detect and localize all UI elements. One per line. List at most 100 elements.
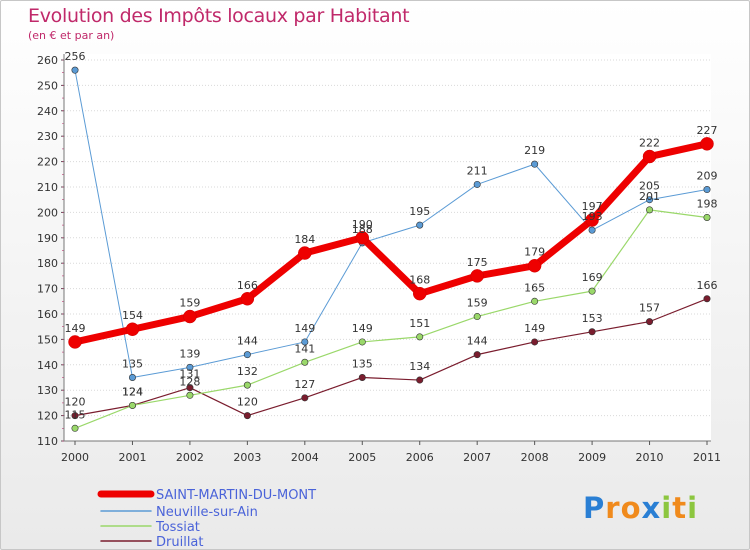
data-point — [240, 292, 255, 306]
chart-title: Evolution des Impôts locaux par Habitant — [28, 5, 410, 27]
data-point — [128, 373, 136, 381]
data-label: 179 — [524, 246, 545, 259]
data-label: 144 — [467, 335, 488, 348]
data-label: 149 — [524, 322, 545, 335]
data-label: 168 — [409, 274, 430, 287]
y-tick-label: 110 — [37, 435, 58, 448]
data-point — [473, 351, 481, 359]
data-label: 151 — [409, 317, 430, 330]
data-point — [186, 384, 194, 392]
data-label: 166 — [697, 279, 718, 292]
data-point — [125, 322, 140, 336]
data-label: 132 — [237, 365, 258, 378]
data-label: 188 — [352, 223, 373, 236]
data-point — [243, 351, 251, 359]
logo-letter: P — [583, 491, 606, 525]
x-tick-label: 2004 — [291, 451, 319, 464]
data-label: 131 — [179, 368, 200, 381]
data-point — [703, 295, 711, 303]
data-label: 128 — [179, 375, 200, 388]
data-point — [588, 287, 596, 295]
data-point — [358, 373, 366, 381]
y-tick-label: 120 — [37, 410, 58, 423]
data-label: 184 — [294, 233, 315, 246]
data-label: 227 — [697, 124, 718, 137]
data-point — [71, 412, 79, 420]
y-tick-label: 210 — [37, 181, 58, 194]
data-label: 120 — [237, 396, 258, 409]
data-point — [301, 358, 309, 366]
y-tick-label: 130 — [37, 384, 58, 397]
data-point — [358, 338, 366, 346]
data-point — [646, 206, 654, 214]
x-tick-label: 2000 — [61, 451, 89, 464]
data-label: 127 — [294, 378, 315, 391]
data-point — [412, 286, 427, 301]
logo-letter: i — [687, 491, 699, 525]
data-label: 135 — [352, 358, 373, 371]
x-tick-label: 2007 — [463, 451, 491, 464]
data-point — [416, 333, 424, 341]
data-point — [71, 424, 79, 432]
data-label: 197 — [582, 200, 603, 213]
data-label: 149 — [65, 322, 86, 335]
x-tick-label: 2001 — [118, 451, 146, 464]
logo-letter: o — [620, 491, 642, 525]
data-label: 115 — [65, 408, 86, 421]
data-point — [531, 160, 539, 168]
x-tick-label: 2010 — [636, 451, 664, 464]
x-tick-label: 2008 — [521, 451, 549, 464]
data-label: 209 — [697, 170, 718, 183]
y-tick-label: 190 — [37, 232, 58, 245]
data-point — [703, 186, 711, 194]
data-point — [243, 412, 251, 420]
chart-subtitle: (en € et par an) — [28, 29, 115, 42]
data-point — [71, 66, 79, 74]
data-point — [531, 297, 539, 305]
data-label: 201 — [639, 190, 660, 203]
data-point — [68, 335, 82, 349]
logo-letter: t — [672, 491, 688, 525]
data-label: 144 — [237, 335, 258, 348]
data-label: 166 — [237, 279, 258, 292]
series-line — [74, 209, 708, 429]
data-point — [416, 376, 424, 384]
data-label: 154 — [122, 309, 143, 322]
data-label: 120 — [65, 396, 86, 409]
data-point — [700, 137, 714, 151]
series-line — [74, 70, 708, 378]
y-tick-label: 250 — [37, 79, 58, 92]
x-tick-label: 2005 — [348, 451, 376, 464]
data-point — [646, 196, 654, 204]
data-point — [355, 231, 370, 245]
data-point — [585, 213, 599, 227]
data-label: 195 — [409, 205, 430, 218]
legend-label: SAINT-MARTIN-DU-MONT — [156, 488, 316, 503]
series-line — [74, 298, 708, 417]
data-label: 149 — [294, 322, 315, 335]
y-tick-label: 230 — [37, 130, 58, 143]
data-label: 211 — [467, 164, 488, 177]
plot-area — [64, 54, 711, 441]
y-tick-label: 160 — [37, 308, 58, 321]
y-tick-label: 180 — [37, 257, 58, 270]
data-point — [703, 213, 711, 221]
data-label: 169 — [582, 271, 603, 284]
data-label: 141 — [294, 342, 315, 355]
x-tick-label: 2009 — [578, 451, 606, 464]
y-tick-label: 170 — [37, 283, 58, 296]
logo-letter: x — [641, 491, 662, 525]
data-label: 198 — [697, 197, 718, 210]
data-point — [243, 381, 251, 389]
data-label: 159 — [179, 297, 200, 310]
data-point — [301, 338, 309, 346]
data-point — [473, 180, 481, 188]
data-label: 149 — [352, 322, 373, 335]
data-label: 256 — [65, 50, 86, 63]
legend-label: Druillat — [156, 535, 204, 549]
x-tick-label: 2003 — [233, 451, 261, 464]
x-tick-label: 2006 — [406, 451, 434, 464]
data-point — [588, 226, 596, 234]
logo-letter: i — [661, 491, 673, 525]
